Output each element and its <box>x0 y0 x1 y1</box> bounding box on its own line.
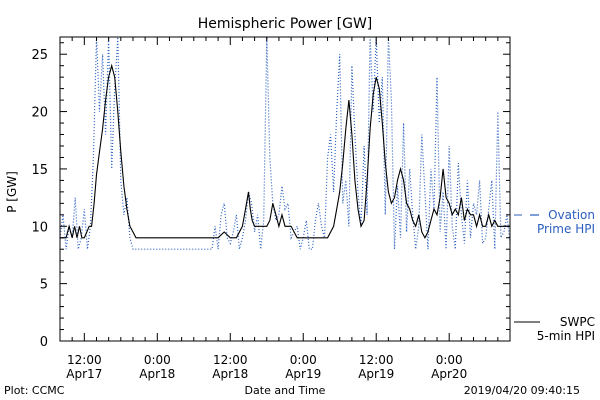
plot-frame <box>59 36 511 342</box>
legend-label-swpc-2: 5-min HPI <box>537 329 595 343</box>
series-layer <box>59 36 511 250</box>
y-axis-label: P [GW] <box>5 171 19 213</box>
chart-title: Hemispheric Power [GW] <box>198 16 373 32</box>
plot-credit: Plot: CCMC <box>4 384 65 397</box>
x-tick-time-label: 12:00 <box>213 353 248 367</box>
x-tick-time-label: 0:00 <box>290 353 317 367</box>
plot-area <box>59 36 511 342</box>
x-tick-day-label: Apr19 <box>285 367 321 381</box>
y-tick-label: 5 <box>40 278 48 293</box>
legend-label-swpc: SWPC <box>560 315 595 329</box>
x-axis: 12:00Apr170:00Apr1812:00Apr180:00Apr1912… <box>66 37 511 381</box>
legend-label-ovation: Ovation <box>548 208 595 222</box>
x-tick-time-label: 0:00 <box>144 353 171 367</box>
x-tick-time-label: 12:00 <box>67 353 102 367</box>
y-tick-label: 0 <box>40 335 48 350</box>
x-tick-time-label: 0:00 <box>436 353 463 367</box>
x-tick-time-label: 12:00 <box>359 353 394 367</box>
y-tick-label: 25 <box>31 48 48 63</box>
x-tick-day-label: Apr19 <box>358 367 394 381</box>
legend-label-ovation-2: Prime HPI <box>537 222 595 236</box>
y-tick-label: 20 <box>31 106 48 121</box>
x-axis-title: Date and Time <box>245 384 326 397</box>
series-line-swpc-5-min-hpi <box>60 63 510 239</box>
plot-timestamp: 2019/04/20 09:40:15 <box>464 384 580 397</box>
x-tick-day-label: Apr18 <box>139 367 175 381</box>
series-line-ovation-prime-hpi <box>59 36 511 250</box>
y-axis: 0 5 10 15 20 25 <box>31 42 510 350</box>
x-tick-day-label: Apr17 <box>66 367 102 381</box>
x-tick-day-label: Apr20 <box>431 367 467 381</box>
x-tick-day-label: Apr18 <box>212 367 248 381</box>
y-tick-label: 15 <box>31 163 48 178</box>
y-tick-label: 10 <box>31 220 48 235</box>
